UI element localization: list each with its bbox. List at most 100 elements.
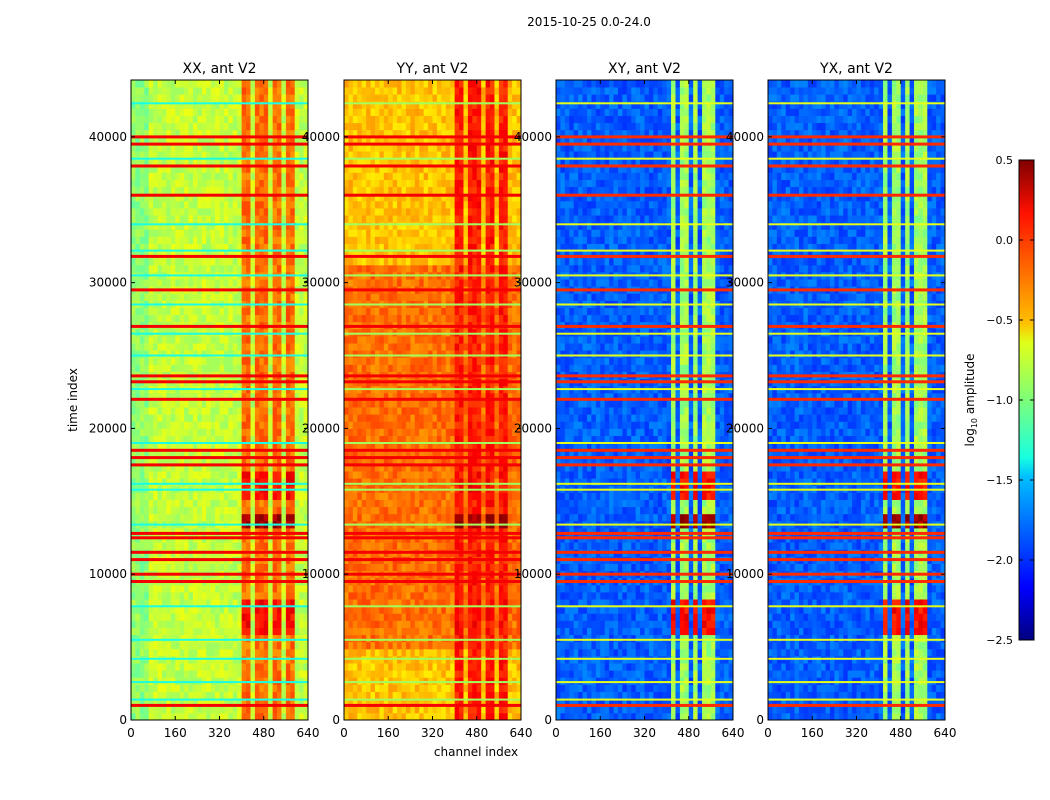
heatmap-cell bbox=[188, 449, 194, 458]
heatmap-cell bbox=[272, 641, 278, 650]
heatmap-cell bbox=[241, 151, 247, 159]
heatmap-cell bbox=[179, 691, 185, 700]
heatmap-cell bbox=[299, 136, 304, 145]
heatmap-cell bbox=[254, 215, 260, 223]
heatmap-cell bbox=[170, 364, 176, 372]
heatmap-cell bbox=[281, 705, 287, 714]
heatmap-cell bbox=[215, 471, 220, 479]
heatmap-stripe bbox=[131, 638, 308, 641]
heatmap-cell bbox=[241, 293, 247, 301]
heatmap-cell bbox=[294, 407, 300, 415]
heatmap-cell bbox=[157, 186, 163, 195]
heatmap-cell bbox=[370, 513, 376, 522]
heatmap-cell bbox=[352, 684, 358, 692]
heatmap-cell bbox=[277, 151, 282, 159]
heatmap-cell bbox=[450, 499, 456, 508]
heatmap-cell bbox=[206, 236, 212, 244]
heatmap-cell bbox=[388, 670, 394, 678]
heatmap-cell bbox=[175, 435, 181, 444]
heatmap-cell bbox=[441, 641, 447, 650]
heatmap-cell bbox=[285, 343, 291, 351]
heatmap-cell bbox=[223, 215, 229, 223]
heatmap-cell bbox=[153, 215, 158, 223]
heatmap-cell bbox=[210, 392, 216, 401]
heatmap-cell bbox=[131, 705, 136, 714]
heatmap-cell bbox=[153, 122, 158, 131]
heatmap-cell bbox=[157, 513, 163, 522]
heatmap-cell bbox=[361, 613, 367, 621]
heatmap-cell bbox=[481, 563, 487, 572]
heatmap-cell bbox=[490, 627, 495, 636]
heatmap-cell bbox=[490, 506, 495, 515]
heatmap-cell bbox=[299, 478, 304, 486]
heatmap-cell bbox=[148, 328, 154, 337]
heatmap-cell bbox=[201, 151, 207, 159]
heatmap-cell bbox=[188, 620, 194, 628]
heatmap-cell bbox=[392, 684, 398, 692]
heatmap-cell bbox=[246, 307, 251, 316]
heatmap-cell bbox=[246, 492, 251, 500]
heatmap-cell bbox=[210, 634, 216, 643]
heatmap-stripe bbox=[131, 324, 308, 328]
heatmap-cell bbox=[135, 165, 141, 173]
heatmap-cell bbox=[383, 599, 389, 607]
heatmap-cell bbox=[201, 364, 207, 372]
heatmap-cell bbox=[290, 158, 296, 166]
heatmap-cell bbox=[144, 400, 150, 408]
heatmap-cell bbox=[148, 456, 154, 465]
heatmap-cell bbox=[192, 208, 198, 216]
heatmap-cell bbox=[476, 513, 482, 522]
heatmap-cell bbox=[175, 350, 181, 358]
heatmap-cell bbox=[290, 80, 296, 88]
heatmap-cell bbox=[232, 101, 238, 109]
heatmap-cell bbox=[201, 208, 207, 216]
heatmap-cell bbox=[215, 222, 220, 230]
heatmap-cell bbox=[161, 94, 167, 102]
heatmap-cell bbox=[401, 684, 407, 692]
heatmap-cell bbox=[503, 641, 509, 650]
heatmap-cell bbox=[135, 158, 141, 166]
heatmap-cell bbox=[250, 122, 256, 131]
heatmap-cell bbox=[219, 428, 225, 436]
heatmap-cell bbox=[299, 691, 304, 700]
heatmap-cell bbox=[303, 464, 309, 472]
heatmap-cell bbox=[148, 215, 154, 223]
heatmap-cell bbox=[184, 101, 189, 109]
heatmap-cell bbox=[494, 627, 500, 636]
heatmap-cell bbox=[219, 400, 225, 408]
heatmap-cell bbox=[179, 670, 185, 678]
heatmap-cell bbox=[476, 648, 482, 657]
heatmap-cell bbox=[144, 499, 150, 508]
heatmap-cell bbox=[485, 648, 491, 657]
heatmap-cell bbox=[459, 677, 464, 685]
heatmap-cell bbox=[246, 264, 251, 273]
heatmap-cell bbox=[223, 584, 229, 593]
heatmap-cell bbox=[285, 87, 291, 95]
heatmap-cell bbox=[219, 677, 225, 685]
heatmap-cell bbox=[299, 620, 304, 628]
heatmap-cell bbox=[166, 364, 172, 372]
heatmap-cell bbox=[250, 172, 256, 180]
heatmap-cell bbox=[166, 634, 172, 643]
heatmap-cell bbox=[374, 513, 380, 522]
heatmap-cell bbox=[223, 264, 229, 273]
heatmap-cell bbox=[285, 627, 291, 636]
heatmap-cell bbox=[170, 357, 176, 365]
heatmap-cell bbox=[490, 620, 495, 628]
heatmap-cell bbox=[277, 641, 282, 650]
heatmap-cell bbox=[188, 563, 194, 572]
heatmap-cell bbox=[357, 648, 363, 657]
heatmap-cell bbox=[179, 627, 185, 636]
heatmap-cell bbox=[277, 670, 282, 678]
heatmap-cell bbox=[135, 94, 141, 102]
heatmap-cell bbox=[192, 506, 198, 515]
heatmap-cell bbox=[184, 122, 189, 131]
heatmap-stripe bbox=[131, 605, 308, 608]
heatmap-cell bbox=[490, 663, 495, 671]
heatmap-cell bbox=[223, 421, 229, 429]
heatmap-cell bbox=[303, 592, 309, 600]
heatmap-cell bbox=[131, 165, 136, 173]
heatmap-cell bbox=[454, 691, 460, 700]
heatmap-cell bbox=[206, 186, 212, 195]
